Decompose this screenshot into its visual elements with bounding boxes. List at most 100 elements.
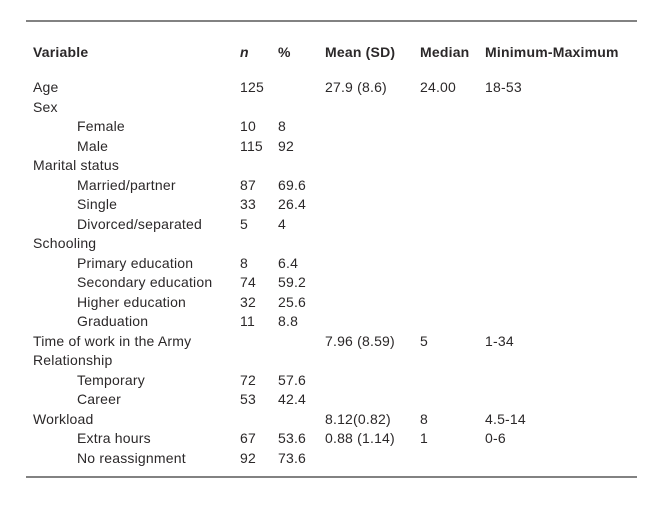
cell-percent (278, 332, 325, 352)
table-row: Primary education 8 6.4 (26, 254, 637, 274)
table-row: Age 125 27.9 (8.6) 24.00 18-53 (26, 62, 637, 98)
cell-mean-sd: 8.12(0.82) (325, 410, 391, 427)
cell-percent (278, 62, 325, 98)
cell-percent (278, 156, 325, 176)
cell-median (420, 98, 485, 118)
cell-mean-sd: 7.96 (8.59) (325, 332, 395, 349)
table-row: Career 53 42.4 (26, 390, 637, 410)
cell-range (485, 137, 637, 157)
table-row: No reassignment 92 73.6 (26, 449, 637, 478)
cell-n (240, 234, 278, 254)
cell-range (485, 215, 637, 235)
cell-percent: 8 (278, 118, 286, 134)
cell-percent: 73.6 (278, 449, 307, 466)
cell-n (240, 351, 278, 371)
cell-mean-sd (325, 117, 420, 137)
cell-mean-sd (325, 351, 420, 371)
cell-median (420, 176, 485, 196)
cell-n: 53 (240, 391, 256, 407)
cell-variable: Female (77, 118, 125, 134)
cell-percent: 92 (278, 137, 294, 154)
cell-range (485, 98, 637, 118)
cell-median (420, 351, 485, 371)
cell-median (420, 449, 485, 478)
cell-variable: Sex (33, 98, 58, 115)
cell-median: 24.00 (420, 79, 457, 95)
cell-variable: Schooling (33, 235, 97, 251)
cell-range (485, 273, 637, 293)
cell-n: 5 (240, 215, 248, 232)
cell-range (485, 449, 637, 478)
cell-n: 87 (240, 176, 256, 193)
cell-n (240, 156, 278, 176)
cell-variable: Career (77, 391, 121, 407)
cell-range (485, 371, 637, 391)
cell-n: 125 (240, 79, 264, 95)
column-header-variable: Variable (33, 44, 89, 60)
cell-variable: Primary education (77, 254, 194, 271)
cell-median (420, 371, 485, 391)
table-row: Sex (26, 98, 637, 118)
cell-n: 72 (240, 371, 256, 388)
column-header-n: n (240, 44, 249, 60)
cell-mean-sd (325, 390, 420, 410)
cell-variable: Higher education (77, 293, 187, 310)
cell-n: 11 (240, 313, 255, 329)
cell-range: 18-53 (485, 79, 522, 95)
cell-median: 8 (420, 410, 428, 427)
cell-median: 1 (420, 430, 428, 446)
cell-variable: Graduation (77, 313, 149, 329)
table-row: Divorced/separated 5 4 (26, 215, 637, 235)
table-header-row: Variable n % Mean (SD) Median Minimum-Ma… (26, 21, 637, 62)
cell-median (420, 273, 485, 293)
table-row: Workload 8.12(0.82) 8 4.5-14 (26, 410, 637, 430)
cell-n: 67 (240, 430, 256, 446)
table-row: Time of work in the Army 7.96 (8.59) 5 1… (26, 332, 637, 352)
cell-mean-sd (325, 156, 420, 176)
table-row: Secondary education 74 59.2 (26, 273, 637, 293)
cell-mean-sd (325, 234, 420, 254)
cell-n: 74 (240, 274, 256, 290)
table-row: Relationship (26, 351, 637, 371)
cell-percent (278, 234, 325, 254)
cell-median (420, 137, 485, 157)
cell-percent: 8.8 (278, 313, 299, 329)
cell-mean-sd (325, 449, 420, 478)
cell-variable: Workload (33, 410, 94, 427)
cell-range (485, 156, 637, 176)
cell-variable: Time of work in the Army (33, 332, 192, 349)
cell-range: 4.5-14 (485, 410, 526, 427)
cell-percent (278, 98, 325, 118)
cell-percent: 69.6 (278, 176, 307, 193)
cell-range (485, 351, 637, 371)
cell-mean-sd (325, 254, 420, 274)
table-row: Graduation 11 8.8 (26, 312, 637, 332)
cell-n: 33 (240, 196, 256, 212)
cell-mean-sd (325, 371, 420, 391)
cell-n: 32 (240, 293, 256, 310)
cell-median: 5 (420, 332, 428, 349)
cell-range (485, 176, 637, 196)
table-row: Temporary 72 57.6 (26, 371, 637, 391)
table-row: Extra hours 67 53.6 0.88 (1.14) 1 0-6 (26, 429, 637, 449)
cell-mean-sd (325, 195, 420, 215)
table-row: Marital status (26, 156, 637, 176)
cell-mean-sd (325, 312, 420, 332)
cell-n (240, 410, 278, 430)
cell-median (420, 156, 485, 176)
cell-percent: 42.4 (278, 391, 307, 407)
table-row: Single 33 26.4 (26, 195, 637, 215)
cell-percent: 6.4 (278, 254, 299, 271)
cell-median (420, 117, 485, 137)
cell-variable: Relationship (33, 352, 113, 368)
column-header-mean-sd: Mean (SD) (325, 44, 396, 60)
cell-range (485, 195, 637, 215)
cell-variable: No reassignment (77, 449, 186, 466)
cell-range (485, 312, 637, 332)
cell-range (485, 234, 637, 254)
cell-variable: Divorced/separated (77, 215, 202, 232)
cell-variable: Single (77, 196, 118, 212)
cell-n (240, 98, 278, 118)
cell-mean-sd: 0.88 (1.14) (325, 430, 395, 446)
cell-percent: 53.6 (278, 430, 307, 446)
